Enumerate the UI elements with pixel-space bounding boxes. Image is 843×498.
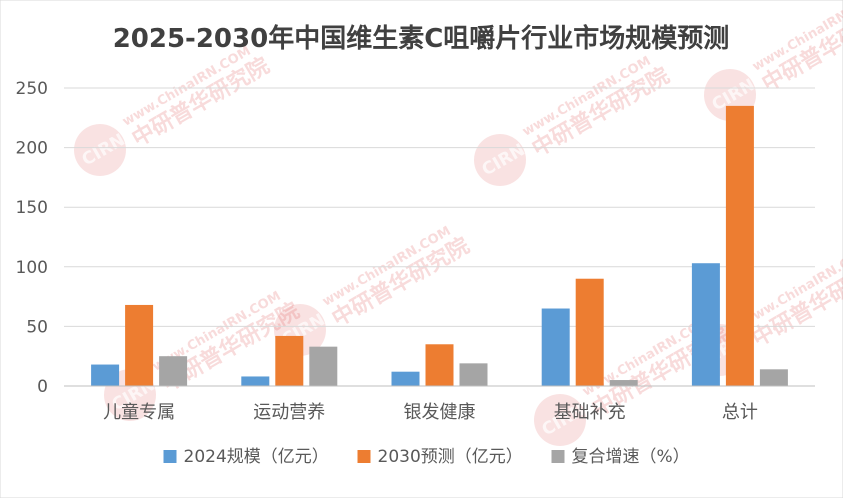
y-axis: 0 50 100 150 200 250 (16, 79, 48, 397)
y-tick-label: 150 (16, 198, 48, 218)
bar (541, 308, 570, 386)
x-tick-label: 基础补充 (554, 402, 626, 423)
y-tick-label: 200 (16, 139, 48, 159)
legend-swatch (551, 450, 565, 463)
x-tick-label: 儿童专属 (103, 402, 175, 423)
bar (425, 344, 454, 386)
legend-item: 2030预测（亿元） (357, 447, 523, 467)
legend-swatch (163, 450, 177, 463)
bar (609, 380, 638, 386)
y-tick-label: 0 (37, 377, 48, 397)
legend-swatch (357, 450, 371, 463)
chart-title: 2025-2030年中国维生素C咀嚼片行业市场规模预测 (113, 23, 730, 54)
x-tick-label: 银发健康 (404, 402, 476, 423)
legend-label: 2024规模（亿元） (184, 447, 329, 467)
legend: 2024规模（亿元） 2030预测（亿元） 复合增速（%） (163, 447, 690, 467)
bar (725, 105, 754, 386)
bar (575, 278, 604, 386)
bar (391, 371, 420, 386)
legend-label: 复合增速（%） (572, 447, 690, 467)
bar (759, 369, 788, 386)
legend-label: 2030预测（亿元） (378, 447, 523, 467)
bar (91, 364, 120, 386)
bar (459, 363, 488, 386)
bar (241, 376, 270, 386)
legend-item: 复合增速（%） (551, 447, 690, 467)
bar (309, 346, 338, 386)
y-tick-label: 100 (16, 258, 48, 278)
bar (125, 304, 154, 386)
watermark-logo-icon (534, 394, 586, 446)
bar (159, 356, 188, 386)
x-tick-label: 总计 (722, 402, 758, 423)
x-tick-label: 运动营养 (253, 402, 325, 423)
legend-item: 2024规模（亿元） (163, 447, 329, 467)
bars (91, 105, 788, 386)
watermark-logo-icon (74, 124, 126, 176)
y-tick-label: 50 (26, 317, 48, 337)
x-axis: 儿童专属 运动营养 银发健康 基础补充 总计 (64, 385, 815, 423)
bar (691, 263, 720, 386)
bar (275, 335, 304, 386)
watermark-logo-icon (474, 134, 526, 186)
y-tick-label: 250 (16, 79, 48, 99)
